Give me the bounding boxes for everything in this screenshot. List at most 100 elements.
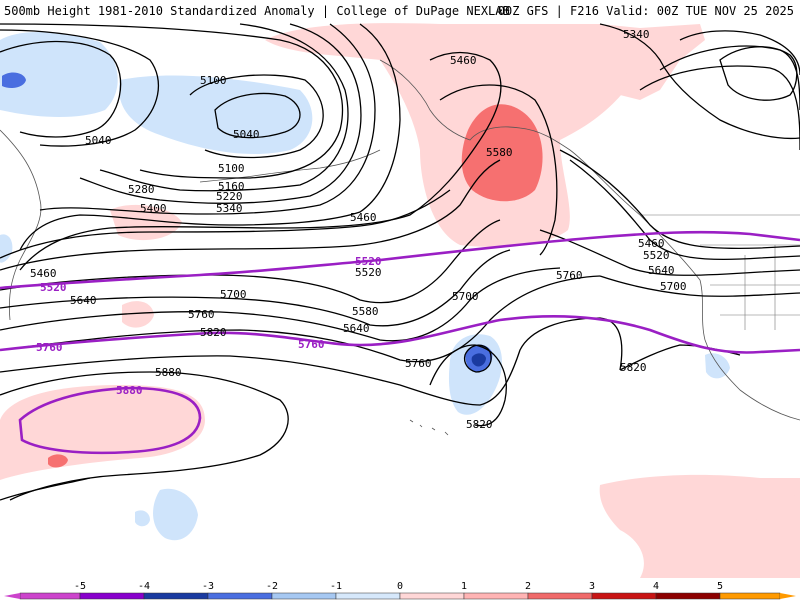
contour-label: 5700 xyxy=(452,290,479,303)
negative-anomaly-bering xyxy=(0,31,118,117)
contour-5160 xyxy=(0,23,344,179)
contour-label: 5040 xyxy=(85,134,112,147)
colorbar-band xyxy=(271,592,337,600)
contour-5880 xyxy=(0,371,289,501)
negative-anomaly-south-2 xyxy=(135,510,150,527)
contour-label: 5580 xyxy=(486,146,513,159)
positive-anomaly-small-1 xyxy=(122,301,154,328)
purple-5880 xyxy=(18,386,202,455)
contour-label: 5160 xyxy=(218,180,245,193)
negative-anomaly-cutoff-core-2 xyxy=(471,353,486,367)
purple-label: 5520 xyxy=(40,281,67,294)
contour-label: 5280 xyxy=(128,183,155,196)
colorbar-band xyxy=(335,592,401,600)
west-coast-us xyxy=(699,279,800,421)
contour-trough-ne-4 xyxy=(639,65,800,151)
contour-label: 5760 xyxy=(556,269,583,282)
model-run-info: 00Z GFS | F216 Valid: 00Z TUE NOV 25 202… xyxy=(497,4,794,18)
contour-label: 5640 xyxy=(648,264,675,277)
colorbar-segments xyxy=(4,592,796,600)
contour-5040-east xyxy=(214,92,301,139)
contour-label: 5220 xyxy=(216,190,243,203)
alaska-coastline xyxy=(379,59,701,281)
colorbar-band xyxy=(463,592,529,600)
colorbar-tick-label: -1 xyxy=(330,581,342,592)
colorbar-tick-label: 0 xyxy=(397,581,403,592)
contour-label: 5820 xyxy=(620,361,647,374)
contour-label: 5400 xyxy=(140,202,167,215)
contour-label: 5760 xyxy=(188,308,215,321)
contour-label: 5520 xyxy=(355,266,382,279)
contour-label: 5460 xyxy=(350,211,377,224)
colorbar-band xyxy=(143,592,209,600)
colorbar-tick-label: -4 xyxy=(138,581,150,592)
contour-label: 5640 xyxy=(343,322,370,335)
colorbar-tick-label: 4 xyxy=(653,581,659,592)
contour-cutoff-inner xyxy=(463,344,492,373)
negative-anomaly-south xyxy=(153,488,198,541)
contour-label: 5580 xyxy=(352,305,379,318)
map-title: 500mb Height 1981-2010 Standardized Anom… xyxy=(4,4,510,18)
contour-label: 5340 xyxy=(623,28,650,41)
purple-label: 5880 xyxy=(116,384,143,397)
purple-5760 xyxy=(0,315,800,354)
colorbar-tick-label: 3 xyxy=(589,581,595,592)
contour-trough-ne-1 xyxy=(679,30,800,76)
contour-5280 xyxy=(79,23,362,204)
colorbar-tick-label: -2 xyxy=(266,581,278,592)
negative-anomaly-left-edge xyxy=(0,234,13,263)
anomaly-map: 5340 5460 5100 5040 5040 5100 5160 5220 … xyxy=(0,22,800,578)
contour-5400 xyxy=(19,23,401,251)
contour-label: 5340 xyxy=(216,202,243,215)
colorbar-band xyxy=(79,592,145,600)
contour-label: 5640 xyxy=(70,294,97,307)
colorbar-tick-label: 2 xyxy=(525,581,531,592)
colorbar-band xyxy=(207,592,273,600)
contour-label: 5820 xyxy=(466,418,493,431)
contour-trough-ne-3 xyxy=(659,45,800,111)
contour-5580-low xyxy=(0,219,501,304)
contour-5460-mid xyxy=(0,189,451,259)
contour-label: 5040 xyxy=(233,128,260,141)
purple-5520 xyxy=(0,230,800,290)
contour-5580-right xyxy=(569,159,800,261)
reference-contours xyxy=(0,230,800,455)
contour-5640-right xyxy=(539,229,800,276)
anomaly-shading xyxy=(0,23,800,578)
colorbar-tick-label: -5 xyxy=(74,581,86,592)
contour-5700-right xyxy=(599,275,800,297)
contour-label: 5460 xyxy=(30,267,57,280)
contour-label: 5820 xyxy=(200,326,227,339)
contour-trough-ne-2 xyxy=(719,46,798,101)
contour-5580-ridge xyxy=(439,84,558,256)
hawaii-islands xyxy=(409,419,449,436)
purple-label: 5520 xyxy=(355,255,382,268)
contour-label: 5760 xyxy=(405,357,432,370)
contour-5820-c xyxy=(429,344,507,427)
negative-anomaly-bering-core xyxy=(2,72,26,88)
contour-label: 5100 xyxy=(200,74,227,87)
colorbar-band xyxy=(19,592,81,600)
contour-5040-west xyxy=(0,40,122,138)
contour-5760-a xyxy=(0,275,601,363)
colorbar-band xyxy=(719,592,781,600)
positive-anomaly-gulf-alaska xyxy=(265,23,640,247)
contour-label: 5880 xyxy=(155,366,182,379)
contour-5520-right xyxy=(559,149,800,250)
contour-label: 5460 xyxy=(450,54,477,67)
contour-bottom-left-5880 xyxy=(0,477,91,501)
anomaly-colorbar: -5 -4 -3 -2 -1 0 1 2 3 4 5 xyxy=(4,581,796,600)
contour-5640-left xyxy=(0,249,511,327)
contour-5520-left xyxy=(0,159,501,271)
colorbar-band xyxy=(591,592,657,600)
purple-label: 5760 xyxy=(298,338,325,351)
positive-anomaly-hawaii-core xyxy=(48,454,68,468)
contour-5340-ne xyxy=(599,23,800,140)
contour-label: 5520 xyxy=(643,249,670,262)
positive-anomaly-bottom-right-2 xyxy=(730,493,800,522)
height-contours xyxy=(0,23,800,501)
colorbar-band xyxy=(527,592,593,600)
map-header: 500mb Height 1981-2010 Standardized Anom… xyxy=(0,0,800,23)
contour-5220 xyxy=(99,23,349,192)
colorbar-ticks: -5 -4 -3 -2 -1 0 1 2 3 4 5 xyxy=(74,581,723,592)
